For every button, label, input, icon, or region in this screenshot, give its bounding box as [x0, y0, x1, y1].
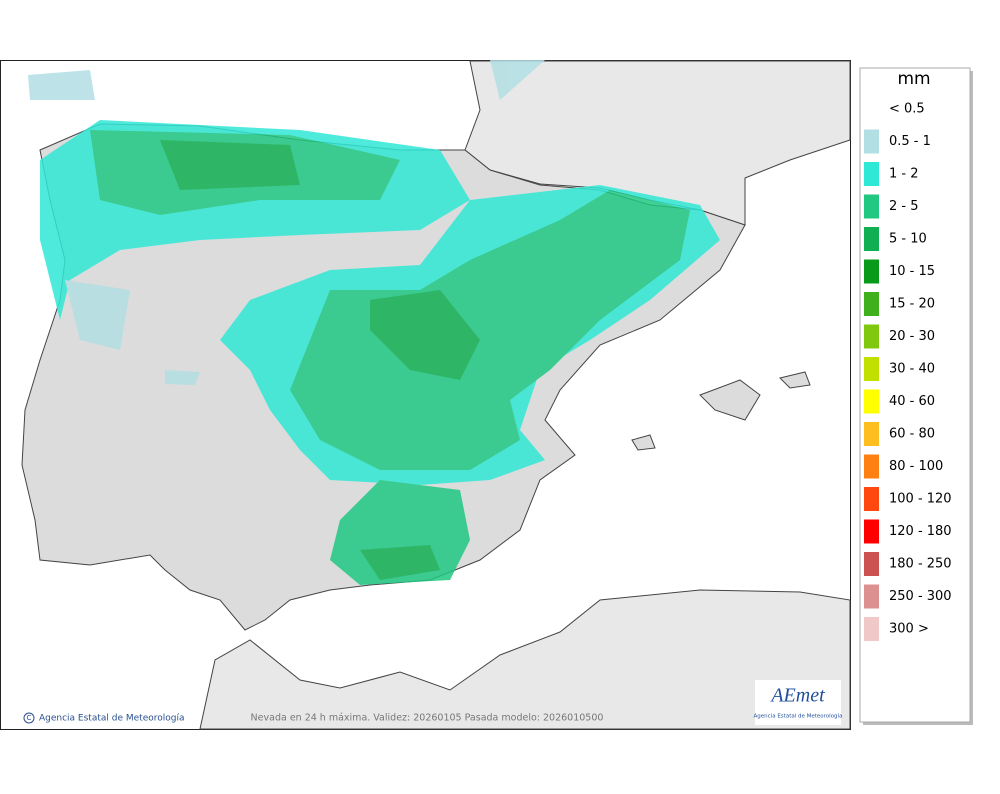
legend-label: 180 - 250	[889, 557, 952, 572]
legend-label: 1 - 2	[889, 167, 919, 182]
credit-text: Agencia Estatal de Meteorología	[39, 714, 185, 724]
legend-swatch	[864, 454, 879, 479]
legend-swatch	[864, 129, 879, 154]
legend-label: 0.5 - 1	[889, 134, 931, 149]
legend-swatch	[864, 552, 879, 576]
legend-label: 60 - 80	[889, 427, 935, 442]
legend-label: 120 - 180	[889, 524, 952, 539]
snow-areas	[28, 60, 720, 585]
legend-swatch	[864, 259, 879, 284]
legend-label: 250 - 300	[889, 589, 952, 604]
legend-label: 2 - 5	[889, 199, 919, 214]
legend-label: < 0.5	[889, 102, 925, 117]
legend-swatch	[864, 227, 879, 251]
map: C Agencia Estatal de Meteorología Nevada…	[0, 60, 851, 730]
legend-label: 40 - 60	[889, 394, 935, 409]
legend: mm < 0.5 0.5 - 1 1 - 2 2 - 5 5 - 10 10 - 15 15…	[859, 67, 973, 725]
legend-label: 300 >	[889, 622, 929, 637]
legend-swatch	[864, 519, 879, 544]
legend-label: 80 - 100	[889, 459, 943, 474]
logo-name: AEmet	[769, 685, 825, 707]
legend-label: 5 - 10	[889, 232, 927, 247]
logo: AEmet Agencia Estatal de Meteorología	[754, 680, 843, 725]
legend-label: 30 - 40	[889, 362, 935, 377]
caption: Nevada en 24 h máxima. Validez: 20260105…	[251, 713, 604, 724]
legend-swatch	[864, 194, 879, 219]
legend-swatch	[864, 617, 879, 641]
legend-swatch	[864, 162, 879, 186]
svg-text:C: C	[27, 714, 32, 722]
legend-title: mm	[897, 69, 930, 89]
balearic-islands	[631, 371, 811, 451]
legend-label: 15 - 20	[889, 297, 935, 312]
legend-swatch	[864, 292, 879, 316]
legend-swatch	[864, 357, 879, 381]
logo-subtitle: Agencia Estatal de Meteorología	[754, 713, 843, 720]
legend-swatch	[864, 584, 879, 609]
credit: C Agencia Estatal de Meteorología	[23, 712, 185, 724]
legend-label: 20 - 30	[889, 329, 935, 344]
legend-swatch	[864, 422, 879, 446]
legend-swatch	[864, 389, 879, 414]
africa	[199, 589, 851, 730]
legend-label: 100 - 120	[889, 492, 952, 507]
legend-swatch	[864, 324, 879, 349]
legend-label: 10 - 15	[889, 264, 935, 279]
legend-swatch	[864, 487, 879, 511]
